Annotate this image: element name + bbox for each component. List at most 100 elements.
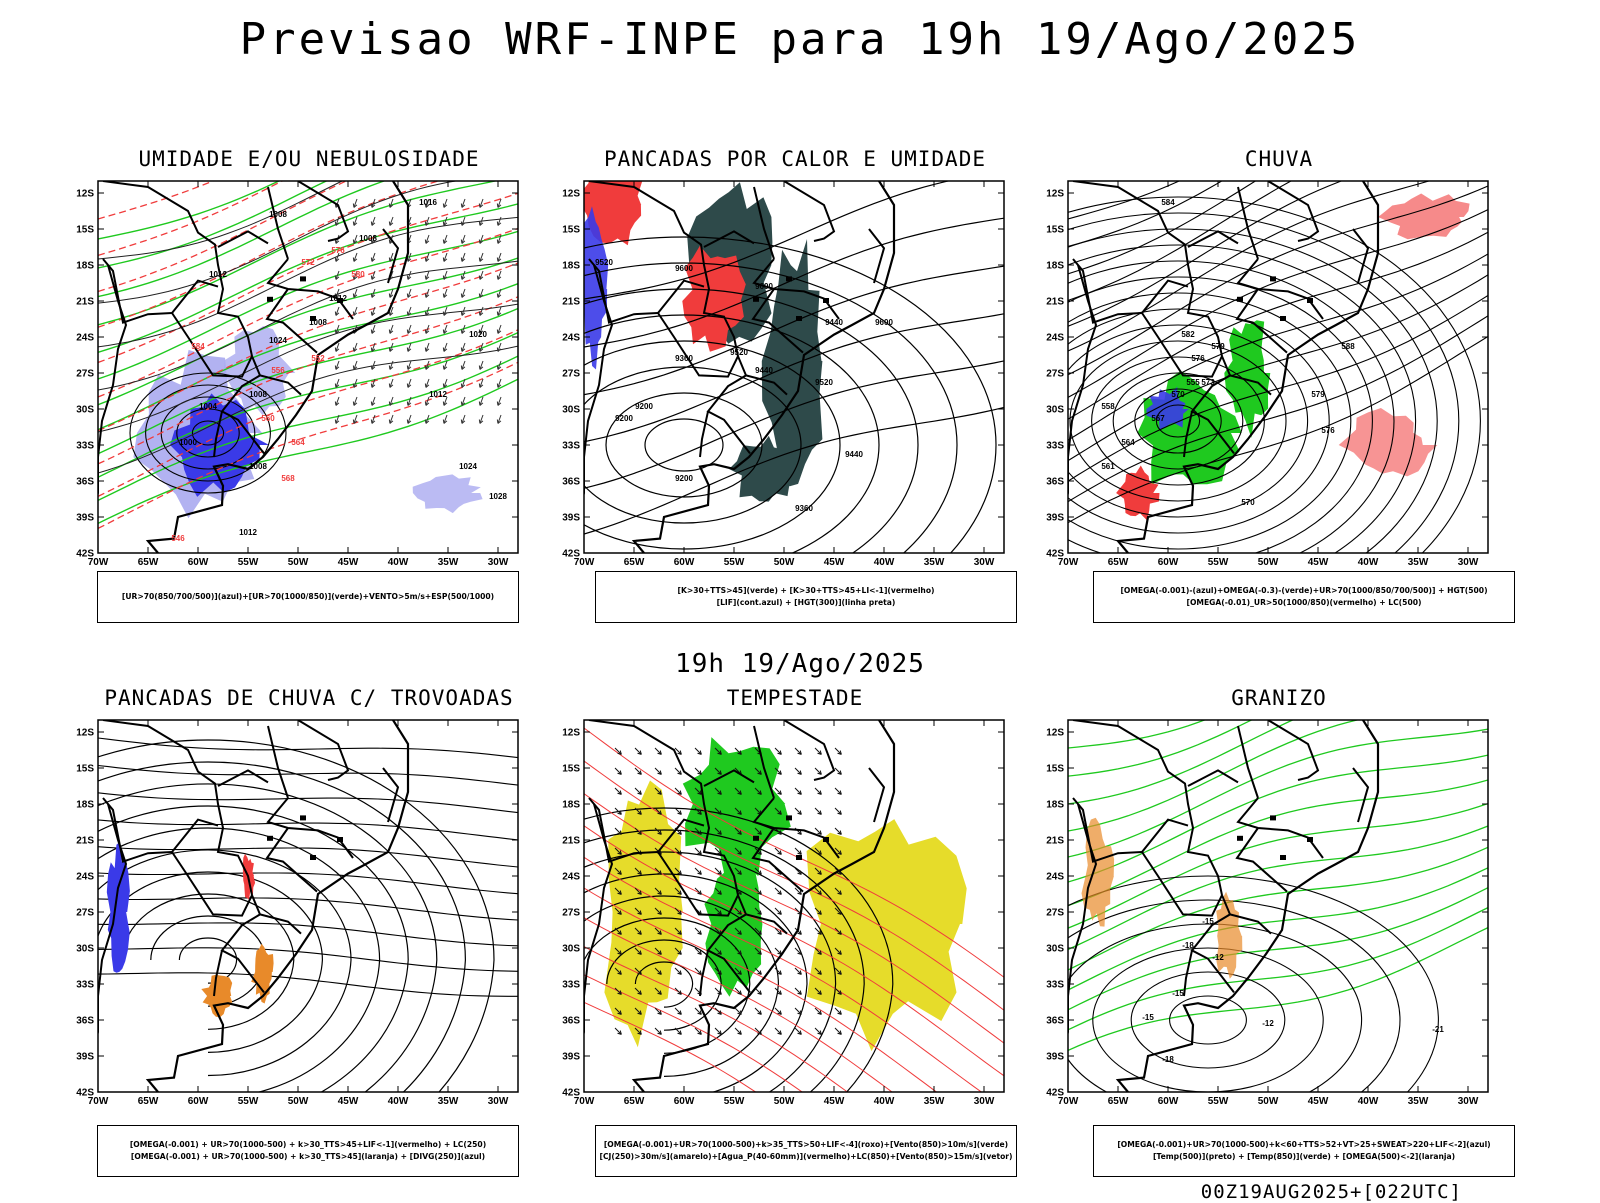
lat-tick-label: 21S [76,297,94,308]
lon-tick-label: 30W [488,557,509,568]
contour-label: 556 [271,366,285,375]
lon-tick-label: 70W [88,557,109,568]
panel-title: PANCADAS POR CALOR E UMIDADE [603,147,986,171]
legend-tempestade: [OMEGA(-0.001)+UR>70(1000-500)+k>35_TTS>… [595,1125,1017,1177]
contour-label: 580 [351,270,365,279]
lon-tick-label: 50W [288,1096,309,1107]
lat-tick-label: 42S [1046,1088,1064,1099]
contour-label: 9440 [845,450,863,459]
lon-tick-label: 70W [88,1096,109,1107]
lat-tick-label: 18S [562,800,580,811]
lat-tick-label: 33S [1046,980,1064,991]
contour-label: 570 [1171,390,1185,399]
lon-tick-label: 55W [1208,1096,1229,1107]
lat-tick-label: 39S [76,1052,94,1063]
contour-label: 555 [1186,378,1200,387]
lat-tick-label: 36S [76,477,94,488]
legend-line: [OMEGA(-0.001)+UR>70(1000-500)+k>35_TTS>… [603,1140,1009,1149]
contour-label: 9440 [755,366,773,375]
legend-trovoadas: [OMEGA(-0.001) + UR>70(1000-500) + k>30_… [97,1125,519,1177]
legend-granizo: [OMEGA(-0.001)+UR>70(1000-500)+k<60+TTS>… [1093,1125,1515,1177]
lon-tick-label: 65W [138,1096,159,1107]
contour-label: 561 [1101,462,1115,471]
contour-label: -18 [1182,941,1194,950]
lat-tick-label: 36S [1046,1016,1064,1027]
lon-tick-label: 60W [674,1096,695,1107]
contour-label: 576 [1321,426,1335,435]
lat-tick-label: 18S [562,261,580,272]
lon-tick-label: 45W [338,1096,359,1107]
lat-tick-label: 39S [76,513,94,524]
lon-tick-label: 70W [574,1096,595,1107]
lat-tick-label: 36S [562,1016,580,1027]
legend-umidade: [UR>70(850/700/500)](azul)+[UR>70(1000/8… [97,571,519,623]
lat-tick-label: 15S [562,225,580,236]
lat-tick-label: 12S [76,728,94,739]
middle-date-label: 19h 19/Ago/2025 [675,649,925,679]
lat-tick-label: 27S [562,908,580,919]
lat-tick-label: 21S [562,836,580,847]
lat-tick-label: 36S [76,1016,94,1027]
lon-tick-label: 50W [1258,557,1279,568]
panel-title: GRANIZO [1231,686,1327,710]
lat-tick-label: 36S [562,477,580,488]
lon-tick-label: 65W [624,1096,645,1107]
lat-tick-label: 42S [76,1088,94,1099]
contour-label: 1020 [469,330,487,339]
lon-tick-label: 55W [724,1096,745,1107]
lat-tick-label: 33S [76,980,94,991]
contour-label: 9360 [675,354,693,363]
contour-label: 1008 [309,318,327,327]
legend-line: [OMEGA(-0.001) + UR>70(1000-500) + k>30_… [130,1152,486,1161]
lat-tick-label: 24S [562,872,580,883]
contour-label: 560 [261,414,275,423]
lon-tick-label: 35W [1408,1096,1429,1107]
map-chuva: 584 582 579 576 573 570 567 564 561 558 555 588 579 5… [1039,179,1519,569]
contour-label: -15 [1142,1013,1154,1022]
lon-tick-label: 40W [874,557,895,568]
lon-tick-label: 70W [1058,1096,1079,1107]
contour-label: 9520 [815,378,833,387]
lon-tick-label: 60W [674,557,695,568]
contour-label: 1012 [429,390,447,399]
lon-tick-label: 50W [774,1096,795,1107]
lon-tick-label: 35W [924,557,945,568]
contour-label: 579 [1211,342,1225,351]
lat-tick-label: 27S [562,369,580,380]
lat-tick-label: 30S [562,405,580,416]
lat-tick-label: 18S [1046,261,1064,272]
contour-label: -21 [1432,1025,1444,1034]
lon-tick-label: 70W [1058,557,1079,568]
contour-label: 558 [1101,402,1115,411]
panel-granizo: GRANIZO -18 -15 -12 -21 -15 -18 -12 -15 12S 15S 18… [1039,686,1519,1146]
lon-tick-label: 40W [1358,557,1379,568]
contour-label: 564 [1121,438,1135,447]
lon-tick-label: 45W [1308,1096,1329,1107]
lon-tick-label: 40W [388,1096,409,1107]
legend-line: [CJ(250)>30m/s](amarelo)+[Agua_P(40-60mm… [599,1152,1013,1161]
contour-label: 546 [171,534,185,543]
lon-tick-label: 40W [874,1096,895,1107]
lat-tick-label: 27S [76,369,94,380]
contour-label: 573 [1201,378,1215,387]
lat-tick-label: 24S [76,872,94,883]
contour-label: 1024 [269,336,287,345]
contour-label: 567 [1151,414,1165,423]
lon-tick-label: 55W [238,1096,259,1107]
lat-tick-label: 18S [1046,800,1064,811]
lon-tick-label: 50W [288,557,309,568]
lon-tick-label: 30W [1458,1096,1479,1107]
lat-tick-label: 18S [76,261,94,272]
panel-pancadas-calor: PANCADAS POR CALOR E UMIDADE 9520 9600 960… [555,147,1035,607]
panel-tempestade: TEMPESTADE 12S 15S 18S 21S 24S 27S 30S 33S 36S 39… [555,686,1035,1146]
contour-label: 9600 [675,264,693,273]
contour-label: 572 [301,258,315,267]
contour-label: 1008 [269,210,287,219]
contour-label: 9520 [595,258,613,267]
lat-tick-label: 42S [76,549,94,560]
lat-tick-label: 30S [1046,944,1064,955]
legend-line: [UR>70(850/700/500)](azul)+[UR>70(1000/8… [121,592,495,601]
panel-title: TEMPESTADE [726,686,864,710]
main-title: Previsao WRF-INPE para 19h 19/Ago/2025 [239,14,1361,65]
lat-tick-label: 39S [562,1052,580,1063]
